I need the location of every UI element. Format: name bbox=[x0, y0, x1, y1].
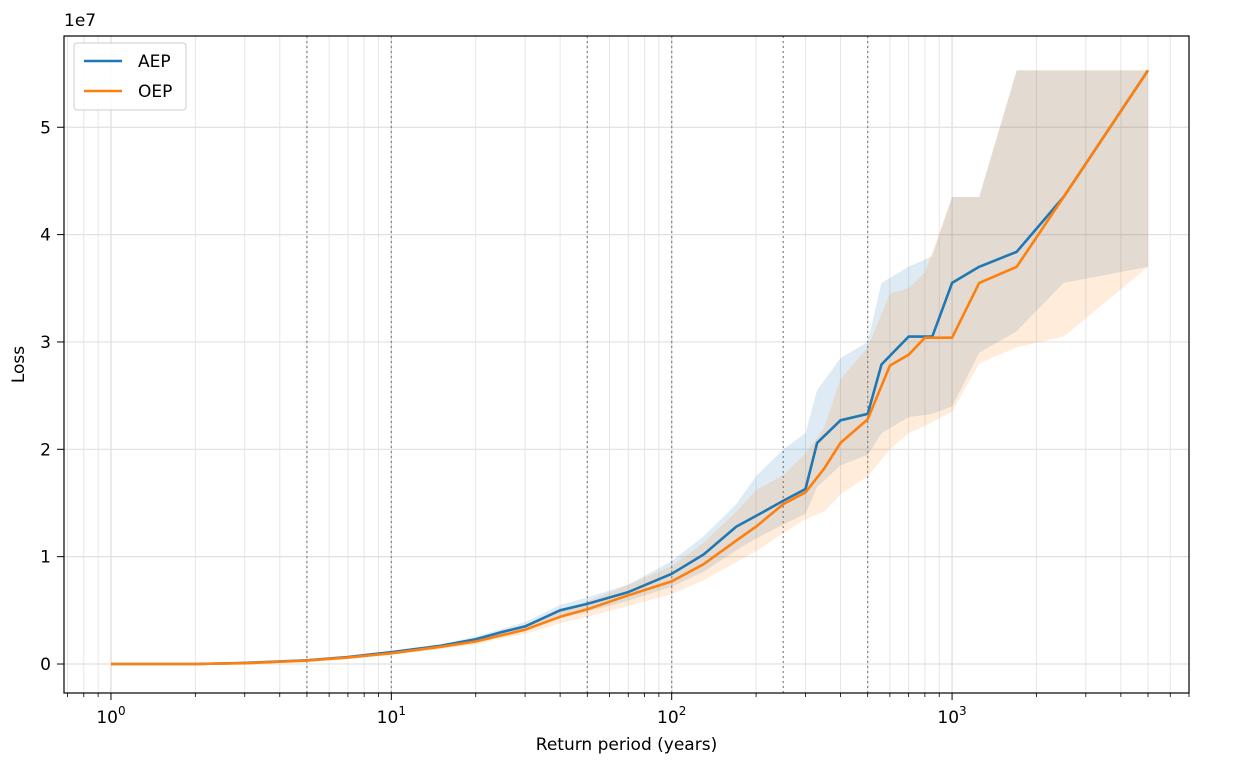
oep-line bbox=[111, 69, 1150, 666]
y-tick-label: 5 bbox=[40, 118, 51, 138]
y-tick-label: 1 bbox=[40, 548, 51, 568]
x-tick-label: 103 bbox=[937, 704, 966, 728]
plot-frame bbox=[63, 35, 1190, 694]
grid-layer bbox=[64, 36, 1190, 693]
axis-ticks: 100 101 102 103 0 1 2 3 4 5 bbox=[40, 118, 1190, 728]
aep-confidence-band bbox=[111, 70, 1148, 664]
x-tick-label: 100 bbox=[96, 704, 125, 728]
y-tick-label: 2 bbox=[40, 440, 51, 460]
y-tick-label: 4 bbox=[40, 226, 51, 246]
series-lines bbox=[111, 69, 1150, 666]
x-tick-label: 101 bbox=[377, 704, 406, 728]
y-tick-label: 3 bbox=[40, 333, 51, 353]
legend: AEP OEP bbox=[73, 42, 187, 111]
y-tick-label: 0 bbox=[40, 655, 51, 675]
legend-label-oep: OEP bbox=[138, 82, 172, 102]
confidence-bands bbox=[111, 70, 1148, 664]
oep-confidence-band bbox=[111, 70, 1148, 664]
y-axis-title: Loss bbox=[9, 346, 29, 383]
y-scale-multiplier: 1e7 bbox=[64, 11, 96, 31]
legend-label-aep: AEP bbox=[138, 52, 171, 72]
x-axis-title: Return period (years) bbox=[536, 735, 717, 755]
x-tick-label: 102 bbox=[657, 704, 686, 728]
